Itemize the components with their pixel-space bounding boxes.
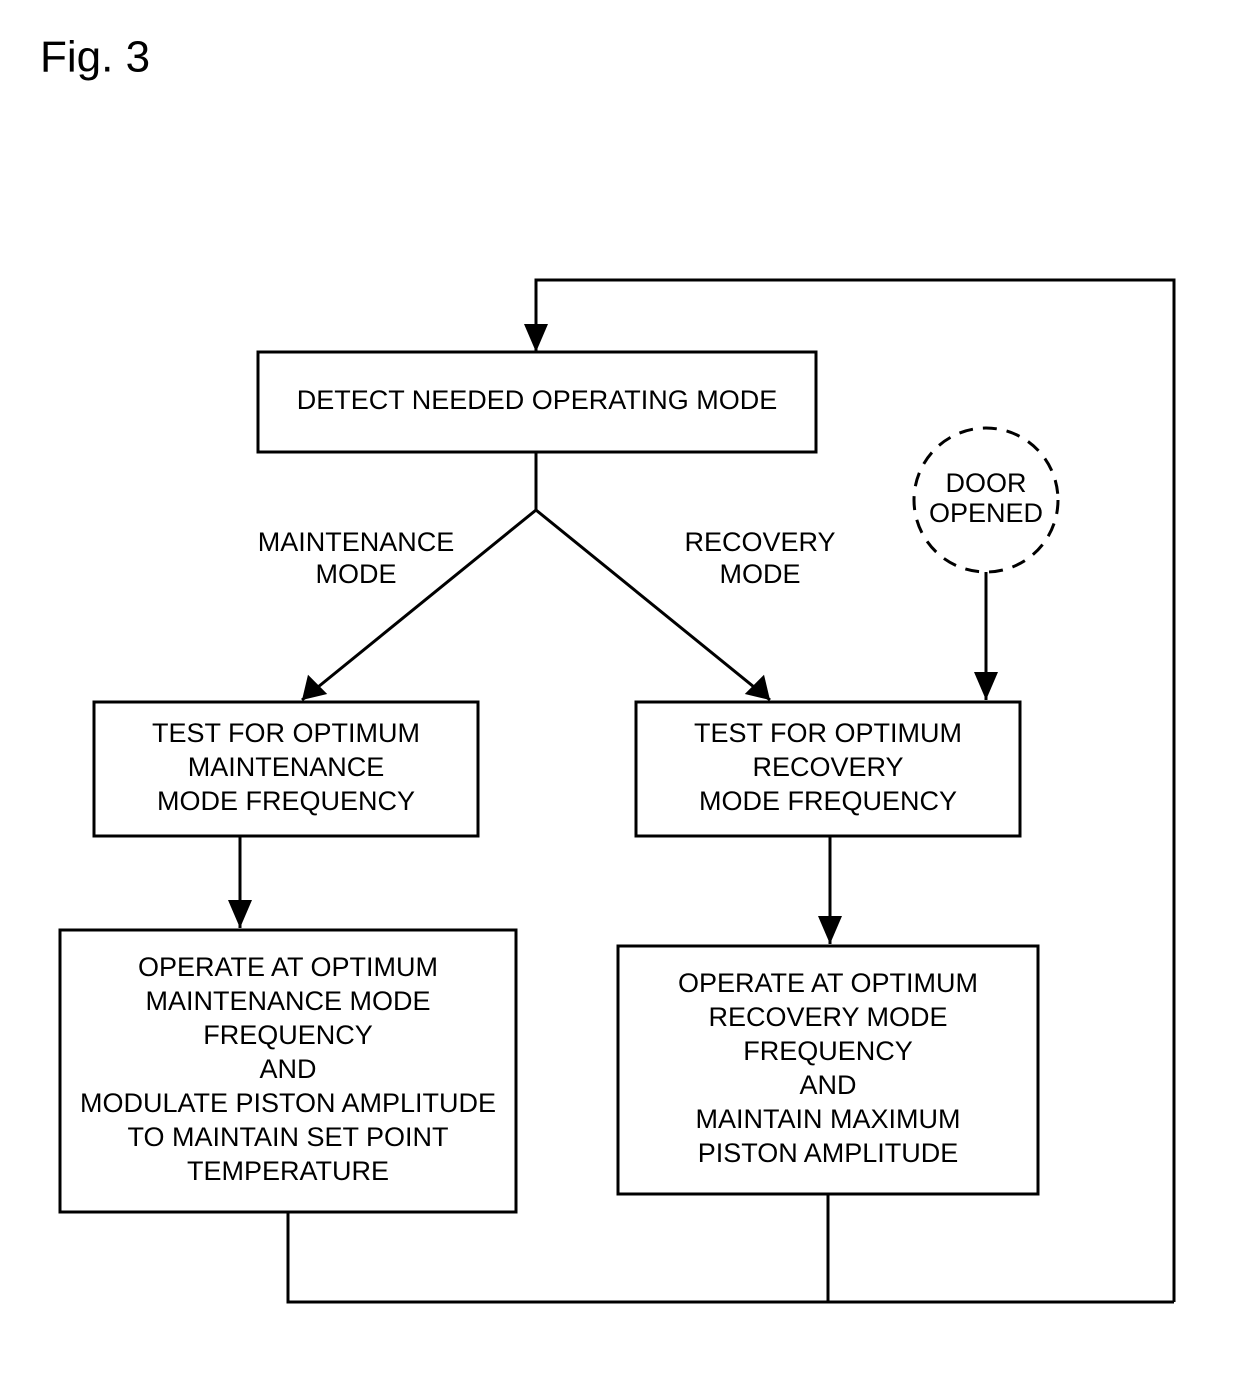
arrowhead (818, 916, 842, 944)
node-label-op_maint-line: MODULATE PISTON AMPLITUDE (80, 1088, 496, 1118)
node-label-op_recov-line: RECOVERY MODE (708, 1002, 947, 1032)
node-label-op_recov-line: OPERATE AT OPTIMUM (678, 968, 978, 998)
edge-label-detect_to_maint: MAINTENANCEMODE (258, 527, 455, 589)
arrowhead (228, 900, 252, 928)
node-label-door: DOOROPENED (929, 468, 1043, 528)
node-label-op_maint-line: TO MAINTAIN SET POINT (127, 1122, 448, 1152)
arrowhead (302, 675, 327, 700)
node-label-op_recov-line: PISTON AMPLITUDE (698, 1138, 959, 1168)
edge-label-detect_to_recov-line: MODE (720, 559, 801, 589)
node-label-test_recov-line: MODE FREQUENCY (699, 786, 957, 816)
arrowhead (974, 672, 998, 700)
edge-label-detect_to_recov-line: RECOVERY (684, 527, 835, 557)
node-label-test_recov-line: TEST FOR OPTIMUM (694, 718, 962, 748)
edge-label-detect_to_recov: RECOVERYMODE (684, 527, 835, 589)
node-label-door-line: DOOR (946, 468, 1027, 498)
node-label-test_maint-line: MAINTENANCE (188, 752, 385, 782)
node-label-op_maint-line: AND (259, 1054, 316, 1084)
node-label-op_maint-line: TEMPERATURE (187, 1156, 389, 1186)
node-label-test_maint: TEST FOR OPTIMUM MAINTENANCE MODE FREQUENC… (152, 718, 420, 816)
node-label-op_recov-line: MAINTAIN MAXIMUM (696, 1104, 961, 1134)
edge-label-detect_to_maint-line: MODE (316, 559, 397, 589)
node-label-detect: DETECT NEEDED OPERATING MODE (297, 385, 778, 415)
node-label-op_recov-line: FREQUENCY (743, 1036, 913, 1066)
node-label-test_recov-line: RECOVERY (752, 752, 903, 782)
arrowhead (524, 324, 548, 352)
edge-maint_op_to_loop (288, 1212, 1174, 1302)
figure-label: Fig. 3 (40, 33, 150, 82)
node-label-op_maint-line: OPERATE AT OPTIMUM (138, 952, 438, 982)
node-label-op_maint-line: FREQUENCY (203, 1020, 373, 1050)
edge-label-detect_to_maint-line: MAINTENANCE (258, 527, 455, 557)
node-label-op_maint-line: MAINTENANCE MODE (145, 986, 430, 1016)
node-label-detect-line: DETECT NEEDED OPERATING MODE (297, 385, 778, 415)
node-label-test_maint-line: TEST FOR OPTIMUM (152, 718, 420, 748)
node-label-test_maint-line: MODE FREQUENCY (157, 786, 415, 816)
node-label-op_recov-line: AND (799, 1070, 856, 1100)
arrowhead (745, 675, 770, 700)
node-label-door-line: OPENED (929, 498, 1043, 528)
